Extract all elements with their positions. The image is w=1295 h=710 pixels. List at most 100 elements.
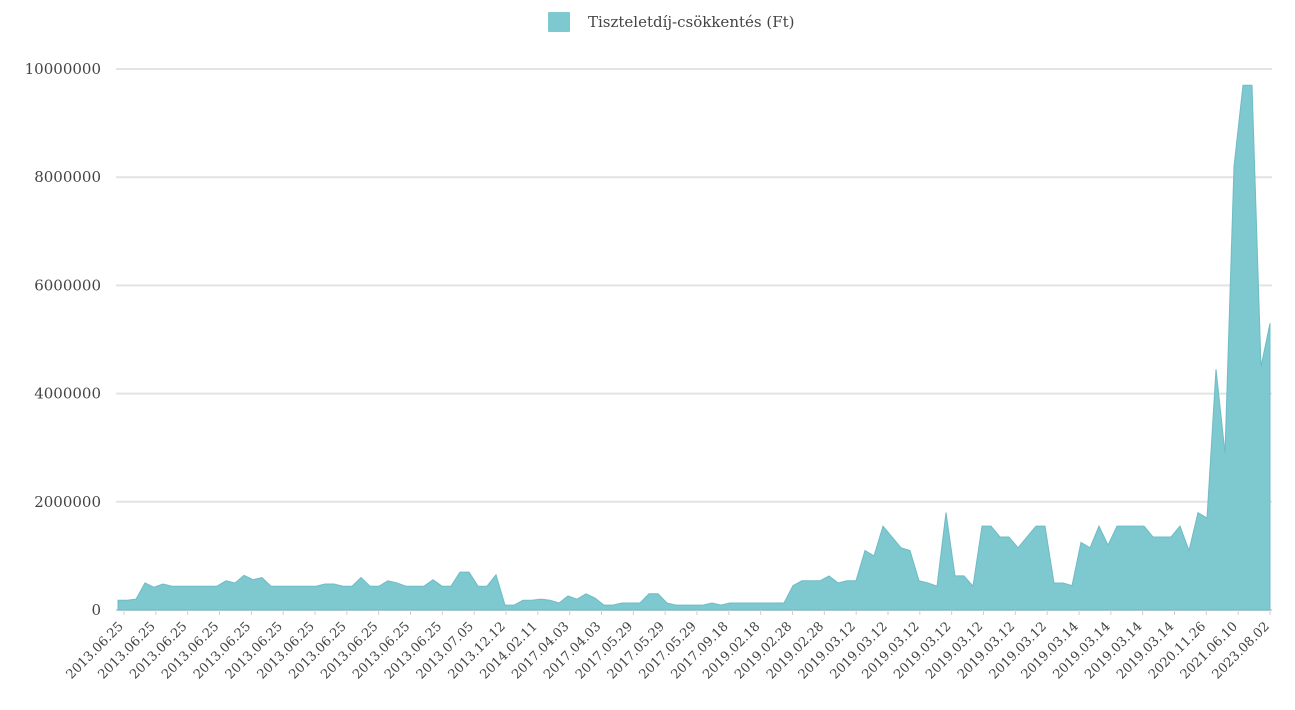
data-point[interactable]: [845, 579, 849, 583]
data-point[interactable]: [575, 597, 579, 601]
data-point[interactable]: [1079, 540, 1083, 544]
data-point[interactable]: [980, 524, 984, 528]
data-point[interactable]: [260, 576, 264, 580]
data-point[interactable]: [287, 584, 291, 588]
data-point[interactable]: [476, 584, 480, 588]
data-point[interactable]: [440, 584, 444, 588]
data-point[interactable]: [1160, 535, 1164, 539]
data-point[interactable]: [395, 581, 399, 585]
data-point[interactable]: [800, 579, 804, 583]
data-point[interactable]: [1241, 83, 1245, 87]
data-point[interactable]: [962, 574, 966, 578]
data-point[interactable]: [971, 584, 975, 588]
data-point[interactable]: [1070, 584, 1074, 588]
data-point[interactable]: [1178, 524, 1182, 528]
data-point[interactable]: [782, 601, 786, 605]
data-point[interactable]: [251, 578, 255, 582]
data-point[interactable]: [449, 584, 453, 588]
data-point[interactable]: [656, 592, 660, 596]
data-point[interactable]: [224, 579, 228, 583]
data-point[interactable]: [269, 584, 273, 588]
data-point[interactable]: [854, 579, 858, 583]
data-point[interactable]: [1205, 516, 1209, 520]
data-point[interactable]: [548, 598, 552, 602]
data-point[interactable]: [935, 584, 939, 588]
data-point[interactable]: [1133, 524, 1137, 528]
data-point[interactable]: [602, 603, 606, 607]
data-point[interactable]: [215, 584, 219, 588]
data-point[interactable]: [557, 601, 561, 605]
data-point[interactable]: [989, 524, 993, 528]
data-point[interactable]: [944, 511, 948, 515]
data-point[interactable]: [827, 574, 831, 578]
data-point[interactable]: [494, 573, 498, 577]
data-point[interactable]: [332, 582, 336, 586]
data-point[interactable]: [683, 603, 687, 607]
data-point[interactable]: [233, 581, 237, 585]
data-point[interactable]: [1007, 535, 1011, 539]
data-point[interactable]: [755, 601, 759, 605]
data-point[interactable]: [1151, 535, 1155, 539]
data-point[interactable]: [116, 598, 120, 602]
data-point[interactable]: [341, 584, 345, 588]
data-point[interactable]: [125, 598, 129, 602]
data-point[interactable]: [170, 584, 174, 588]
data-point[interactable]: [179, 584, 183, 588]
data-point[interactable]: [899, 546, 903, 550]
data-point[interactable]: [872, 554, 876, 558]
data-point[interactable]: [746, 601, 750, 605]
data-point[interactable]: [134, 597, 138, 601]
data-point[interactable]: [431, 578, 435, 582]
data-point[interactable]: [413, 584, 417, 588]
data-point[interactable]: [278, 584, 282, 588]
data-point[interactable]: [1025, 535, 1029, 539]
data-point[interactable]: [539, 597, 543, 601]
data-point[interactable]: [1115, 524, 1119, 528]
data-point[interactable]: [620, 601, 624, 605]
data-point[interactable]: [917, 579, 921, 583]
data-point[interactable]: [809, 579, 813, 583]
data-point[interactable]: [197, 584, 201, 588]
data-point[interactable]: [710, 601, 714, 605]
data-point[interactable]: [1169, 535, 1173, 539]
data-point[interactable]: [296, 584, 300, 588]
data-point[interactable]: [1016, 546, 1020, 550]
data-point[interactable]: [638, 601, 642, 605]
data-point[interactable]: [593, 596, 597, 600]
data-point[interactable]: [1043, 524, 1047, 528]
data-point[interactable]: [503, 603, 507, 607]
data-point[interactable]: [692, 603, 696, 607]
data-point[interactable]: [1259, 365, 1263, 369]
data-point[interactable]: [1097, 524, 1101, 528]
data-point[interactable]: [305, 584, 309, 588]
data-point[interactable]: [1268, 321, 1272, 325]
data-point[interactable]: [404, 584, 408, 588]
data-point[interactable]: [1187, 548, 1191, 552]
data-point[interactable]: [530, 598, 534, 602]
data-point[interactable]: [1196, 511, 1200, 515]
data-point[interactable]: [818, 579, 822, 583]
data-point[interactable]: [368, 584, 372, 588]
data-point[interactable]: [1124, 524, 1128, 528]
data-point[interactable]: [773, 601, 777, 605]
data-point[interactable]: [890, 535, 894, 539]
data-point[interactable]: [377, 584, 381, 588]
data-point[interactable]: [422, 584, 426, 588]
data-point[interactable]: [584, 592, 588, 596]
data-point[interactable]: [242, 573, 246, 577]
data-point[interactable]: [512, 603, 516, 607]
data-point[interactable]: [881, 524, 885, 528]
data-point[interactable]: [629, 601, 633, 605]
data-point[interactable]: [1250, 83, 1254, 87]
data-point[interactable]: [764, 601, 768, 605]
data-point[interactable]: [665, 601, 669, 605]
data-point[interactable]: [1061, 581, 1065, 585]
data-point[interactable]: [1142, 524, 1146, 528]
data-point[interactable]: [737, 601, 741, 605]
data-point[interactable]: [647, 592, 651, 596]
legend[interactable]: Tiszteletdíj-csökkentés (Ft): [548, 12, 794, 32]
data-point[interactable]: [836, 581, 840, 585]
data-point[interactable]: [728, 601, 732, 605]
data-point[interactable]: [143, 581, 147, 585]
data-point[interactable]: [953, 574, 957, 578]
